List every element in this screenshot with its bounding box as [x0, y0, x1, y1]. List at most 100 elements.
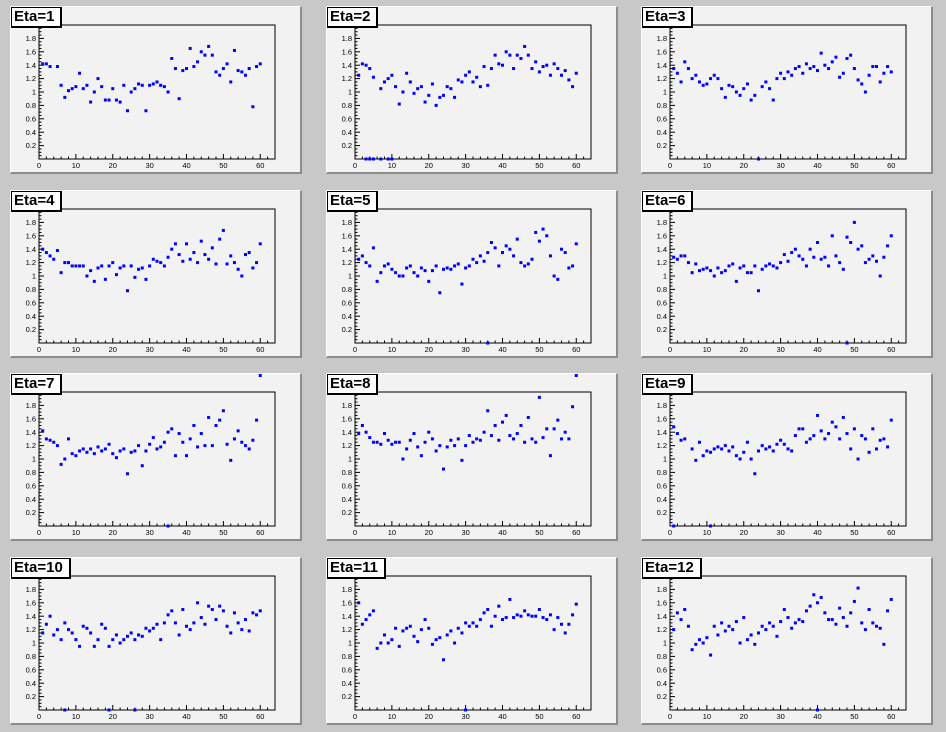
y-tick-label: 0.4	[26, 495, 36, 504]
data-point	[701, 83, 705, 87]
data-point	[526, 262, 530, 266]
data-point	[852, 427, 856, 431]
data-point	[386, 157, 390, 161]
y-tick-label: 1.6	[342, 598, 352, 607]
data-point	[672, 524, 676, 528]
data-point	[129, 631, 133, 635]
data-point	[556, 418, 560, 422]
data-point	[849, 241, 853, 244]
data-point	[552, 274, 556, 278]
data-point	[59, 271, 63, 275]
data-point	[467, 70, 471, 74]
data-point	[371, 440, 375, 444]
x-tick-label: 0	[353, 161, 357, 170]
data-point	[845, 57, 849, 60]
x-tick-label: 10	[703, 345, 711, 354]
data-point	[85, 274, 89, 278]
data-point	[526, 53, 530, 57]
data-point	[442, 93, 445, 97]
data-point	[801, 71, 805, 75]
scatter-plot: 0 10 20 30 40 50 60 0.2 0.4 0.6 0.8 1 1.2 1.4 1.6 1.8	[657, 391, 907, 537]
x-tick-label: 40	[182, 345, 190, 354]
y-tick-label: 0.8	[26, 468, 36, 477]
x-tick-label: 50	[219, 712, 227, 721]
data-point	[871, 65, 875, 69]
plot-frame	[38, 575, 276, 711]
data-point	[199, 432, 203, 436]
data-point	[519, 614, 523, 618]
x-tick-label: 60	[256, 528, 264, 537]
y-tick-label: 0.4	[657, 312, 667, 321]
data-point	[860, 434, 864, 438]
data-point	[886, 609, 890, 613]
plot-frame	[354, 391, 592, 527]
chart-title: Eta=8	[327, 374, 379, 395]
y-tick-label: 1	[32, 88, 36, 97]
data-point	[790, 73, 794, 77]
data-point	[742, 264, 746, 268]
data-point	[196, 60, 200, 64]
chart-title: Eta=6	[642, 191, 694, 212]
data-point	[244, 73, 247, 77]
data-point	[534, 60, 538, 64]
data-point	[556, 616, 560, 620]
data-point	[445, 633, 449, 637]
y-tick-label: 0.6	[26, 114, 36, 123]
data-point	[790, 449, 794, 453]
data-point	[423, 618, 427, 622]
data-point	[745, 638, 749, 642]
data-point	[55, 444, 59, 448]
data-point	[442, 467, 445, 471]
y-tick-label: 0.2	[657, 141, 667, 150]
data-point	[416, 640, 420, 644]
y-tick-label: 0.2	[342, 325, 352, 334]
data-point	[679, 80, 683, 84]
data-point	[720, 447, 724, 451]
data-point	[236, 621, 240, 625]
data-point	[556, 67, 560, 71]
data-point	[493, 246, 497, 250]
data-point	[192, 65, 196, 69]
data-point	[48, 438, 52, 442]
data-point	[81, 624, 85, 628]
data-point	[196, 601, 200, 605]
data-point	[827, 67, 831, 71]
data-point	[838, 261, 842, 265]
data-point	[173, 242, 177, 246]
y-tick-label: 0.2	[26, 508, 36, 517]
data-point	[712, 624, 716, 628]
data-point	[849, 53, 853, 57]
data-point	[875, 259, 878, 263]
data-point	[698, 269, 701, 273]
data-point	[764, 80, 768, 84]
data-point	[251, 105, 255, 109]
y-tick-label: 1	[32, 455, 36, 464]
data-point	[140, 634, 144, 638]
data-point	[786, 447, 790, 451]
x-tick-label: 20	[109, 712, 117, 721]
data-point	[734, 454, 738, 458]
data-point	[841, 71, 845, 75]
data-point	[812, 593, 816, 597]
data-point	[371, 157, 375, 161]
y-tick-label: 0.4	[342, 128, 352, 137]
data-point	[41, 247, 45, 251]
chart-title: Eta=11	[327, 558, 386, 579]
data-point	[753, 472, 757, 476]
data-point	[107, 708, 111, 712]
y-tick-label: 0.8	[657, 652, 667, 661]
scatter-plot: 0 10 20 30 40 50 60 0.2 0.4 0.6 0.8 1 1.2 1.4 1.6 1.8	[657, 575, 907, 721]
data-point	[808, 604, 812, 608]
data-point	[129, 264, 133, 268]
data-point	[882, 71, 886, 75]
y-tick-label: 0.4	[342, 312, 352, 321]
data-point	[129, 450, 133, 454]
data-point	[192, 621, 196, 625]
data-point	[464, 708, 468, 712]
data-point	[745, 82, 749, 86]
data-point	[519, 261, 523, 265]
y-tick-label: 1.6	[26, 414, 36, 423]
data-point	[162, 264, 166, 268]
data-point	[59, 462, 63, 466]
data-point	[67, 89, 70, 93]
